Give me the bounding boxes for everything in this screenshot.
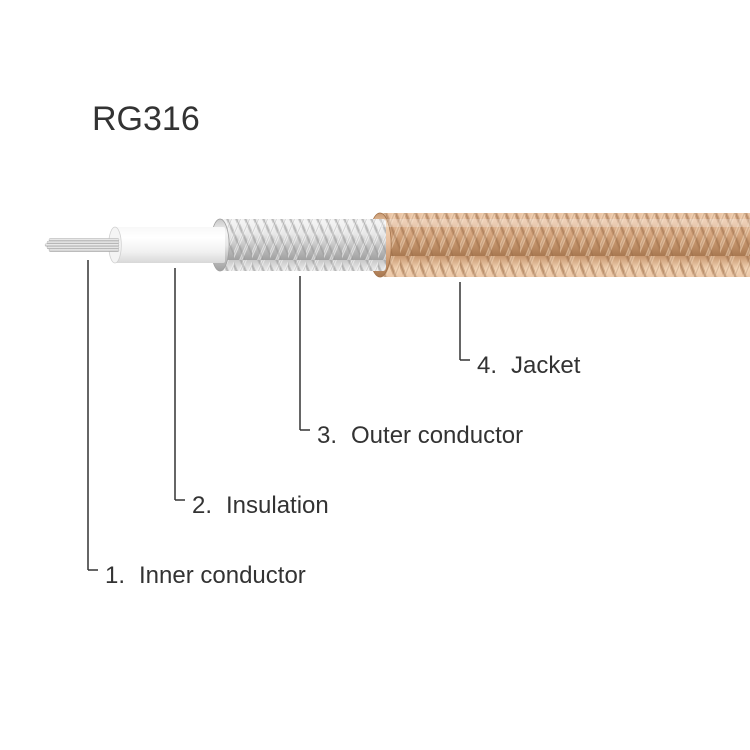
callout-number: 4. xyxy=(477,352,497,379)
callout-insulation: 2. Insulation xyxy=(192,492,329,520)
callout-number: 1. xyxy=(105,562,125,589)
callout-label: Insulation xyxy=(226,492,329,519)
callout-number: 2. xyxy=(192,492,212,519)
callout-label: Jacket xyxy=(511,352,580,379)
callout-label: Outer conductor xyxy=(351,422,523,449)
callout-number: 3. xyxy=(317,422,337,449)
cable-diagram xyxy=(0,0,750,750)
callout-jacket: 4. Jacket xyxy=(477,352,580,380)
callout-label: Inner conductor xyxy=(139,562,306,589)
callout-outer-conductor: 3. Outer conductor xyxy=(317,422,523,450)
callout-inner-conductor: 1. Inner conductor xyxy=(105,562,306,590)
